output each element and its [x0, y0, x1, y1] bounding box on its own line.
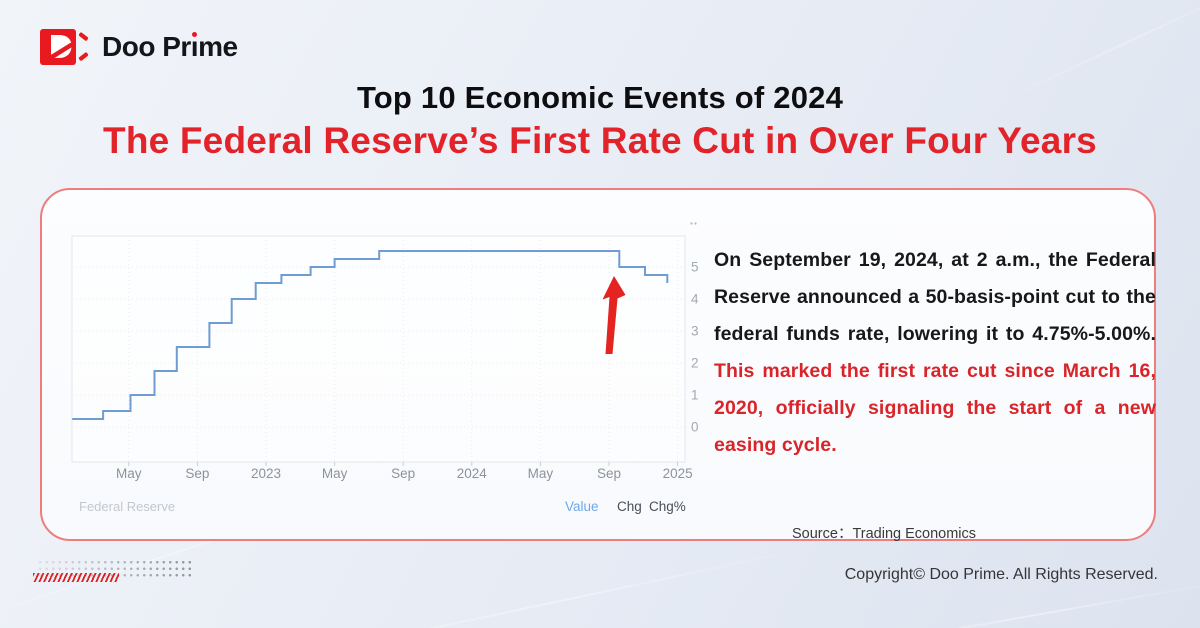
article-highlight-text: This marked the first rate cut since Mar… — [714, 360, 1156, 456]
svg-text:3: 3 — [691, 324, 699, 339]
logo-wordmark: Doo Prı me — [102, 31, 238, 62]
fed-funds-rate-chart: May Sep 2023 May Sep 2024 May Sep 2025 0 1 2 3 4 5 — [71, 222, 699, 481]
svg-text:Sep: Sep — [185, 466, 209, 481]
article-black-text: On September 19, 2024, at 2 a.m., the Fe… — [714, 249, 1156, 345]
svg-text:Sep: Sep — [597, 466, 621, 481]
background-streak — [305, 545, 815, 628]
svg-text:2024: 2024 — [457, 466, 488, 481]
svg-text:May: May — [322, 466, 348, 481]
svg-text:May: May — [116, 466, 142, 481]
background-streak — [823, 578, 1200, 628]
chart-link-chg[interactable]: Chg — [617, 499, 642, 514]
page-subtitle: The Federal Reserve’s First Rate Cut in … — [103, 120, 1097, 161]
content-card: May Sep 2023 May Sep 2024 May Sep 2025 0 1 2 3 4 5 Fed… — [40, 188, 1156, 542]
rate-cut-arrow-icon — [602, 276, 626, 354]
chart-link-chg-percent[interactable]: Chg% — [649, 499, 686, 514]
doo-prime-logo: Doo Prı me — [40, 27, 238, 67]
svg-text:2: 2 — [691, 356, 699, 371]
svg-text:0: 0 — [691, 420, 699, 435]
chart-link-value[interactable]: Value — [565, 499, 599, 514]
svg-text:5: 5 — [691, 260, 699, 275]
svg-text:2025: 2025 — [663, 466, 693, 481]
doo-prime-logo-icon — [40, 29, 89, 65]
svg-text:May: May — [528, 466, 554, 481]
svg-text:Sep: Sep — [391, 466, 415, 481]
svg-text:1: 1 — [691, 388, 699, 403]
page-title: Top 10 Economic Events of 2024 — [356, 80, 844, 115]
svg-text:2023: 2023 — [251, 466, 281, 481]
article-text: On September 19, 2024, at 2 a.m., the Fe… — [714, 242, 1156, 464]
svg-text:4: 4 — [691, 292, 699, 307]
chart-provider-label: Federal Reserve — [79, 499, 176, 514]
copyright-text: Copyright© Doo Prime. All Rights Reserve… — [844, 566, 1158, 583]
logo-i-dot — [191, 32, 197, 37]
deco-striped-bar — [33, 573, 119, 582]
source-label: Source：Trading Economics — [792, 526, 977, 542]
